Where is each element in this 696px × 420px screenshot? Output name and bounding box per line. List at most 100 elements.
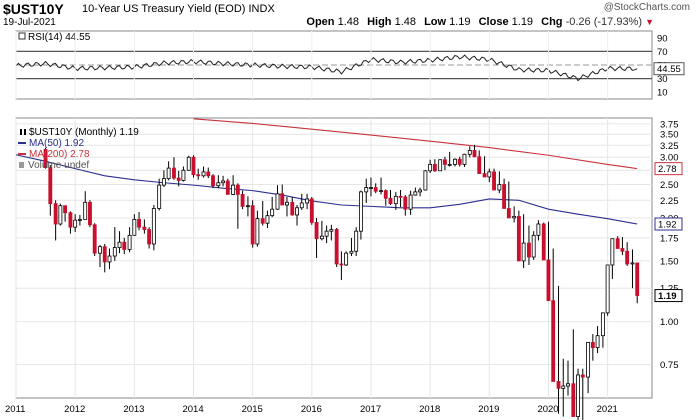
price-tick-label: 1.00 [660, 317, 679, 328]
candle-down [240, 194, 245, 207]
candle-down [556, 381, 561, 389]
down-triangle-icon: ▼ [645, 17, 654, 27]
candle-up [487, 171, 492, 178]
rsi-tick-label: 90 [657, 33, 668, 44]
candle-up [595, 335, 600, 349]
close-value-tag-box [654, 289, 683, 303]
candle-up [285, 201, 289, 206]
candle-up [117, 241, 122, 248]
open-label: Open [306, 16, 335, 28]
candle-up [428, 163, 433, 172]
candle-up [610, 238, 615, 266]
candle-up [201, 171, 206, 177]
candle-up [73, 219, 78, 228]
candle-up [299, 202, 304, 209]
candle-up [270, 208, 275, 217]
rsi-value-tag-box [653, 62, 685, 76]
price-tick-label: 3.25 [660, 141, 679, 152]
watermark: @StockCharts.com [603, 2, 690, 13]
x-tick-label: 2019 [478, 404, 499, 415]
candle-down [635, 262, 640, 296]
candle-up [364, 187, 369, 193]
candle-down [225, 180, 230, 195]
candle-up [467, 150, 472, 155]
exchange-label: INDX [248, 3, 275, 15]
candle-down [477, 156, 482, 174]
candle-down [383, 190, 388, 199]
price-legend-swatch [24, 129, 26, 135]
rsi-tick-label: 10 [657, 88, 668, 99]
candle-up [329, 229, 334, 232]
candle-up [586, 342, 591, 378]
candle-up [438, 159, 443, 172]
close-value: 1.19 [511, 16, 534, 28]
x-tick-label: 2017 [360, 404, 381, 415]
candle-up [112, 247, 117, 257]
candle-down [590, 342, 595, 349]
candle-down [432, 163, 437, 172]
candle-up [536, 223, 541, 236]
ma50-line [15, 154, 638, 225]
candle-up [157, 184, 162, 209]
rsi-legend-swatch [18, 32, 26, 40]
candle-up [447, 163, 452, 166]
candle-up [349, 250, 354, 254]
x-tick-label: 2011 [5, 404, 25, 415]
candle-down [250, 205, 255, 245]
candle-down [147, 229, 152, 245]
candle-up [265, 215, 270, 224]
candle-up [531, 234, 536, 258]
rsi-tick-label: 70 [657, 47, 668, 58]
candle-down [403, 196, 408, 210]
candle-down [373, 187, 378, 192]
candle-up [161, 178, 166, 186]
candle-down [122, 241, 127, 250]
candle-up [462, 153, 467, 165]
description-text: 10-Year US Treasury Yield (EOD) [82, 3, 246, 15]
price-legend-swatch [20, 129, 22, 135]
candle-up [231, 184, 236, 195]
close-label: Close [478, 16, 509, 28]
candle-down [571, 383, 576, 417]
volume-legend-swatch [19, 162, 24, 168]
rsi-value-tag: 44.55 [657, 64, 681, 75]
candle-down [92, 224, 97, 254]
candle-up [275, 193, 280, 210]
candle-down [502, 184, 507, 209]
candle-up [453, 158, 457, 165]
candle-down [482, 173, 487, 178]
candle-up [423, 170, 428, 191]
chg-value: -0.26 (-17.93%) [565, 16, 643, 28]
x-tick-label: 2016 [301, 404, 322, 415]
price-tick-label: 3.50 [660, 130, 679, 141]
candle-up [58, 205, 63, 225]
candle-down [580, 374, 585, 378]
candle-up [393, 195, 398, 205]
rsi-tick-label: 30 [657, 74, 668, 85]
price-tick-label: 0.75 [660, 360, 679, 371]
candle-up [127, 234, 132, 250]
chart-date: 19-Jul-2021 [3, 17, 56, 28]
candle-up [83, 201, 88, 220]
candle-up [344, 252, 349, 266]
candle-up [181, 169, 186, 181]
close-value-tag: 1.19 [658, 291, 677, 302]
candle-down [339, 263, 344, 266]
candle-down [314, 222, 319, 240]
candle-down [196, 174, 201, 177]
candle-down [443, 159, 447, 165]
candle-down [48, 167, 53, 205]
candle-up [379, 190, 383, 193]
candle-down [620, 248, 625, 252]
candle-up [630, 262, 635, 265]
price-tick-label: 2.50 [660, 180, 679, 191]
candle-up [512, 216, 517, 219]
candle-down [615, 238, 620, 249]
candle-down [142, 226, 147, 230]
x-tick-label: 2020 [537, 404, 558, 415]
x-tick-label: 2018 [419, 404, 440, 415]
candle-down [546, 259, 551, 302]
candle-up [418, 189, 423, 193]
